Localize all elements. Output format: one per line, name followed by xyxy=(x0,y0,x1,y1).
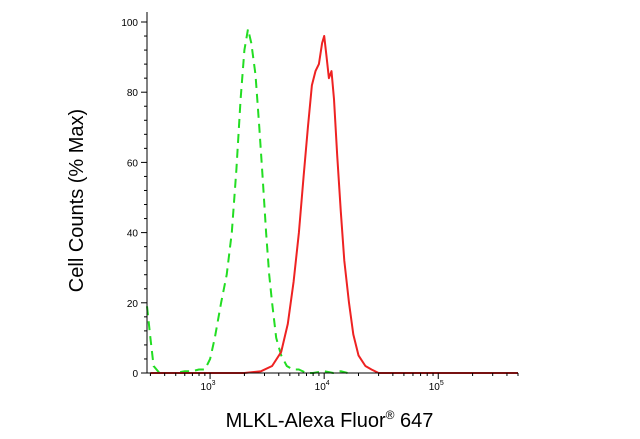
axes xyxy=(146,12,518,374)
x-axis-title: MLKL-Alexa Fluor® 647 xyxy=(226,408,434,432)
y-tick-label: 40 xyxy=(127,229,139,240)
y-tick-label: 100 xyxy=(121,18,138,29)
x-axis-title-main: MLKL-Alexa Fluor xyxy=(226,410,386,432)
x-tick-label: 103 xyxy=(201,380,216,393)
y-tick-label: 20 xyxy=(127,299,139,310)
x-tick-label: 104 xyxy=(315,380,330,393)
mlkl-series-line xyxy=(150,35,518,374)
x-tick-label: 105 xyxy=(429,380,444,393)
plot-lines xyxy=(146,28,518,374)
x-axis-title-suffix: 647 xyxy=(394,410,433,432)
y-tick-label: 60 xyxy=(127,158,139,169)
y-ticks: 0 20 40 60 80 100 xyxy=(121,18,147,380)
y-axis-title: Cell Counts (% Max) xyxy=(66,109,88,292)
control-series-line xyxy=(146,28,348,374)
y-tick-label: 0 xyxy=(132,369,138,380)
x-axis-title-registered: ® xyxy=(386,408,395,422)
x-ticks: 103 104 105 xyxy=(149,373,519,393)
y-tick-label: 80 xyxy=(127,88,139,99)
